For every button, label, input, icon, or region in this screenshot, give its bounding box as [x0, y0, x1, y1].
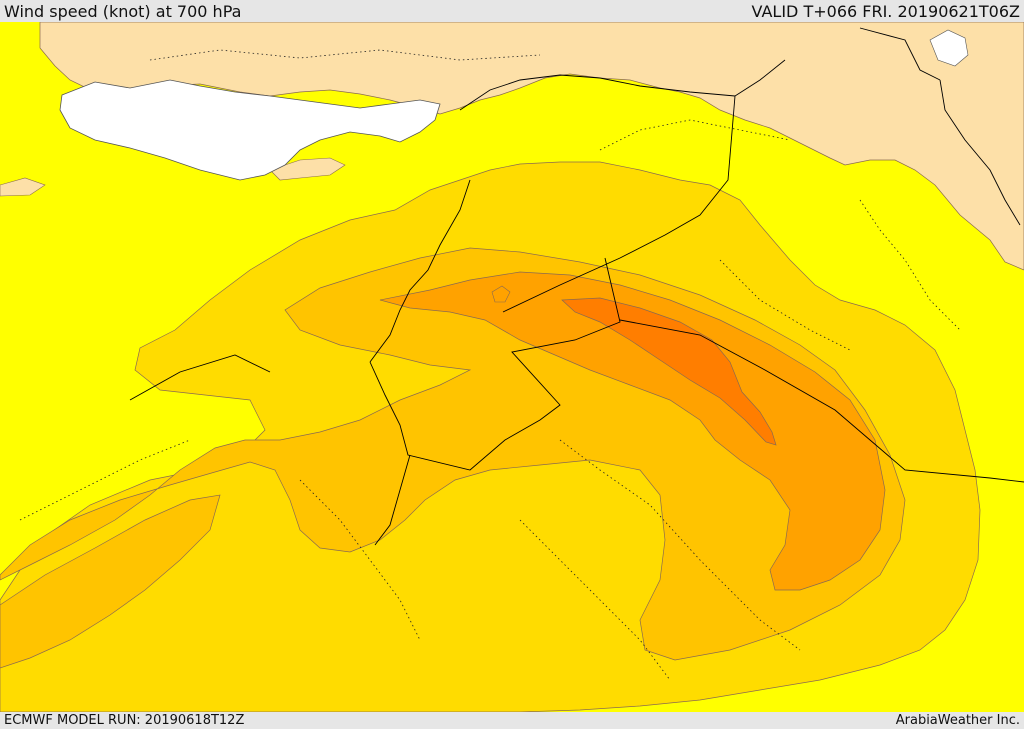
band-amber-southwest	[0, 494, 221, 669]
valid-time: VALID T+066 FRI. 20190621T06Z	[751, 1, 1020, 21]
country-borders	[129, 27, 1024, 546]
band-orange-blob	[491, 285, 511, 303]
bottom-bar: ECMWF MODEL RUN: 20190618T12Z ArabiaWeat…	[0, 712, 1024, 729]
map-title: Wind speed (knot) at 700 hPa	[4, 1, 242, 21]
band-deep-orange	[561, 297, 777, 446]
wind-speed-map	[0, 22, 1024, 712]
band-orange	[379, 271, 886, 591]
model-run: ECMWF MODEL RUN: 20190618T12Z	[4, 713, 245, 728]
credit: ArabiaWeather Inc.	[895, 713, 1020, 728]
land-tan-cyprus	[269, 157, 346, 181]
sea-white-north	[59, 79, 441, 181]
top-bar: Wind speed (knot) at 700 hPa VALID T+066…	[0, 0, 1024, 22]
sea-white-northeast	[929, 29, 969, 67]
province-boundaries	[19, 49, 961, 681]
land-tan-west	[0, 177, 46, 197]
